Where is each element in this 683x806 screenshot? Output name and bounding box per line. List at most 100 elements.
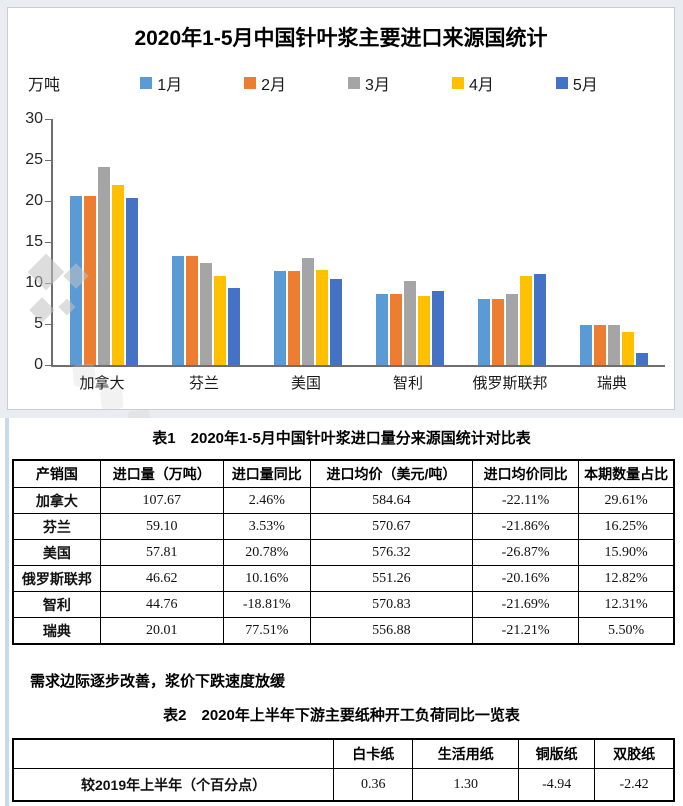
row-label-cell: 瑞典	[12, 617, 101, 645]
x-axis-category-label: 瑞典	[596, 375, 627, 392]
table2-title: 表2 2020年上半年下游主要纸种开工负荷同比一览表	[163, 707, 520, 724]
value-cell: -22.11%	[471, 487, 580, 514]
column-header: 进口均价同比	[471, 459, 580, 488]
value-cell: -18.81%	[222, 591, 311, 618]
legend-swatch-icon	[244, 77, 257, 89]
bar-5月	[432, 291, 444, 365]
table1-title: 表1 2020年1-5月中国针叶浆进口量分来源国统计对比表	[152, 430, 531, 447]
value-cell: 2.46%	[222, 487, 311, 514]
legend-item: 4月	[451, 71, 494, 95]
y-axis-tick-label: 15	[25, 233, 43, 250]
value-cell: -4.94	[518, 768, 596, 802]
y-axis-tick-label: 0	[34, 356, 43, 373]
table-header-row: 白卡纸 生活用纸 铜版纸 双胶纸	[12, 738, 675, 769]
bar-5月	[636, 352, 648, 365]
row-label-cell: 智利	[12, 591, 101, 618]
row-label-cell: 芬兰	[12, 513, 101, 540]
bar-3月	[98, 166, 110, 365]
bar-4月	[622, 332, 634, 365]
table-header: 产销国 进口量（万吨） 进口量同比 进口均价（美元/吨） 进口均价同比 本期数量占比	[12, 459, 675, 488]
legend: 1月 2月 3月 4月 5月	[8, 71, 674, 95]
table-row: 智利 44.76 -18.81% 570.83 -21.69% 12.31%	[12, 591, 675, 618]
x-axis-category-label: 美国	[290, 375, 321, 392]
value-cell: 584.64	[309, 487, 473, 514]
column-header: 产销国	[12, 459, 101, 488]
chart-card: 2020年1-5月中国针叶浆主要进口来源国统计 万吨 1月 2月 3月 4月 5月 0 5…	[7, 7, 675, 503]
bar-group	[155, 119, 257, 365]
y-axis-unit-label: 万吨	[28, 77, 61, 94]
y-axis-tick-mark	[45, 118, 51, 120]
value-cell: 12.82%	[578, 565, 675, 592]
legend-swatch-icon	[555, 77, 568, 89]
table-row: 较2019年上半年（个百分点） 0.36 1.30 -4.94 -2.42	[12, 768, 675, 802]
bar-1月	[70, 196, 82, 365]
value-cell: 3.53%	[222, 513, 311, 540]
bar-2月	[390, 293, 402, 365]
value-cell: -2.42	[594, 768, 675, 802]
value-cell: -21.21%	[471, 617, 580, 645]
bar-group	[461, 119, 563, 365]
bar-group	[563, 119, 665, 365]
value-cell: 570.83	[309, 591, 473, 618]
value-cell: 576.32	[309, 539, 473, 566]
column-header: 生活用纸	[412, 738, 520, 769]
bar-1月	[376, 293, 388, 365]
bar-group	[53, 119, 155, 365]
value-cell: 29.61%	[578, 487, 675, 514]
value-cell: -26.87%	[471, 539, 580, 566]
bar-4月	[418, 296, 430, 365]
value-cell: 46.62	[99, 565, 224, 592]
value-cell: 556.88	[309, 617, 473, 645]
table-body: 较2019年上半年（个百分点） 0.36 1.30 -4.94 -2.42	[12, 768, 675, 802]
value-cell: 57.81	[99, 539, 224, 566]
y-axis-tick-mark	[45, 364, 51, 366]
note-text: 需求边际逐步改善，浆价下跌速度放缓	[30, 673, 286, 690]
row-label-cell: 俄罗斯联邦	[12, 565, 101, 592]
y-axis-tick-label: 20	[25, 192, 43, 209]
legend-item: 2月	[244, 71, 286, 95]
y-axis-tick-label: 5	[34, 315, 43, 332]
column-header: 进口均价（美元/吨）	[309, 459, 473, 488]
y-axis-tick-label: 25	[25, 151, 43, 168]
bar-4月	[214, 275, 226, 365]
value-cell: 77.51%	[222, 617, 311, 645]
column-header	[12, 738, 335, 769]
chart-title: 2020年1-5月中国针叶浆主要进口来源国统计	[134, 27, 548, 50]
legend-label: 4月	[468, 77, 494, 94]
legend-swatch-icon	[451, 77, 464, 89]
x-axis-category-label: 芬兰	[188, 375, 219, 392]
value-cell: 0.36	[333, 768, 414, 802]
bar-2月	[288, 270, 300, 365]
value-cell: 10.16%	[222, 565, 311, 592]
value-cell: -20.16%	[471, 565, 580, 592]
value-cell: 12.31%	[578, 591, 675, 618]
legend-item: 1月	[140, 71, 182, 95]
x-axis-category-label: 智利	[392, 375, 423, 392]
value-cell: 551.26	[309, 565, 473, 592]
table-row: 瑞典 20.01 77.51% 556.88 -21.21% 5.50%	[12, 617, 675, 645]
y-axis-tick-mark	[45, 159, 51, 161]
y-axis-tick-mark	[45, 241, 51, 243]
legend-item: 3月	[348, 71, 390, 95]
bar-1月	[580, 324, 592, 365]
bar-1月	[274, 270, 286, 365]
bar-groups	[53, 119, 665, 365]
bar-1月	[478, 298, 490, 365]
bar-2月	[594, 324, 606, 365]
legend-item: 5月	[555, 71, 598, 95]
bar-5月	[228, 287, 240, 365]
x-axis-category-label: 加拿大	[79, 375, 125, 392]
bar-4月	[316, 269, 328, 365]
value-cell: 107.67	[99, 487, 224, 514]
bar-group	[257, 119, 359, 365]
bar-5月	[330, 278, 342, 365]
value-cell: 44.76	[99, 591, 224, 618]
bar-4月	[520, 276, 532, 365]
row-label-cell: 较2019年上半年（个百分点）	[12, 768, 335, 802]
column-header: 铜版纸	[518, 738, 596, 769]
column-header: 进口量（万吨）	[99, 459, 224, 488]
table-row: 俄罗斯联邦 46.62 10.16% 551.26 -20.16% 12.82%	[12, 565, 675, 592]
table1: 产销国 进口量（万吨） 进口量同比 进口均价（美元/吨） 进口均价同比 本期数量占比 加拿大…	[12, 459, 675, 645]
plot-area: 0 5 10 15 20 25 30	[25, 110, 665, 503]
bar-2月	[492, 298, 504, 365]
